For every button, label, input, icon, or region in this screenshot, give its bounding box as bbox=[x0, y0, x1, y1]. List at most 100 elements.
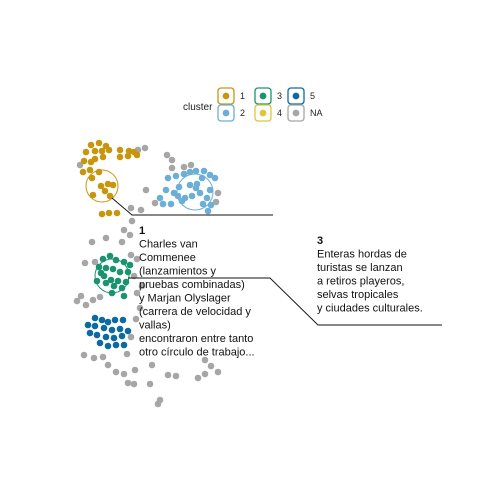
point-cluster-5-15 bbox=[118, 332, 126, 340]
point-cluster-2-10 bbox=[186, 181, 194, 189]
point-cluster-2-13 bbox=[162, 186, 170, 194]
point-cluster-1-26 bbox=[89, 191, 97, 199]
point-cluster-1-1 bbox=[95, 139, 103, 147]
point-cluster-na-20 bbox=[81, 259, 89, 267]
point-cluster-na-4 bbox=[168, 156, 176, 164]
point-cluster-na-45 bbox=[130, 380, 138, 388]
legend-label-5: 5 bbox=[310, 91, 315, 101]
point-cluster-3-2 bbox=[112, 256, 120, 264]
point-cluster-2-1 bbox=[172, 172, 180, 180]
point-cluster-1-29 bbox=[98, 210, 106, 218]
point-cluster-3-15 bbox=[102, 279, 110, 287]
point-cluster-na-36 bbox=[90, 354, 98, 362]
point-cluster-2-17 bbox=[174, 192, 182, 200]
highlight-circle-0 bbox=[85, 169, 119, 203]
point-cluster-na-15 bbox=[120, 226, 128, 234]
point-cluster-5-9 bbox=[116, 325, 124, 333]
point-cluster-5-6 bbox=[91, 322, 99, 330]
point-cluster-5-3 bbox=[111, 316, 119, 324]
point-cluster-1-24 bbox=[109, 181, 117, 189]
point-cluster-na-21 bbox=[91, 258, 99, 266]
annotation-1-number: 1 bbox=[139, 225, 145, 237]
point-cluster-na-5 bbox=[168, 164, 176, 172]
point-cluster-2-25 bbox=[204, 207, 212, 215]
point-cluster-5-11 bbox=[86, 329, 94, 337]
point-cluster-na-50 bbox=[146, 380, 154, 388]
point-cluster-1-25 bbox=[106, 192, 114, 200]
point-cluster-na-16 bbox=[126, 231, 134, 239]
point-cluster-1-15 bbox=[91, 155, 99, 163]
point-cluster-5-7 bbox=[100, 324, 108, 332]
point-cluster-na-17 bbox=[118, 238, 126, 246]
point-cluster-2-14 bbox=[156, 194, 164, 202]
point-cluster-2-22 bbox=[203, 194, 211, 202]
point-cluster-5-18 bbox=[112, 341, 120, 349]
point-cluster-na-40 bbox=[131, 366, 139, 374]
point-cluster-3-14 bbox=[110, 282, 118, 290]
point-cluster-na-3 bbox=[163, 151, 171, 159]
point-cluster-5-10 bbox=[124, 327, 132, 335]
point-cluster-na-34 bbox=[127, 333, 135, 341]
point-cluster-na-35 bbox=[80, 351, 88, 359]
point-cluster-1-20 bbox=[88, 174, 96, 182]
legend: cluster 1 2 3 4 5 NA bbox=[183, 87, 323, 122]
point-cluster-1-27 bbox=[105, 209, 113, 217]
point-cluster-2-19 bbox=[188, 192, 196, 200]
point-cluster-5-19 bbox=[120, 341, 128, 349]
point-cluster-na-54 bbox=[207, 362, 215, 370]
point-cluster-na-39 bbox=[123, 350, 131, 358]
annotation-3-line-3: selvas tropicales bbox=[317, 289, 399, 301]
legend-label-3: 3 bbox=[277, 91, 282, 101]
point-cluster-2-15 bbox=[159, 200, 167, 208]
legend-label-1: 1 bbox=[240, 91, 245, 101]
point-cluster-3-9 bbox=[124, 268, 132, 276]
point-cluster-1-6 bbox=[105, 146, 113, 154]
highlight-circle-2 bbox=[94, 258, 130, 294]
point-cluster-na-46 bbox=[164, 371, 172, 379]
point-cluster-na-41 bbox=[148, 361, 156, 369]
point-cluster-1-4 bbox=[91, 147, 99, 155]
point-cluster-5-16 bbox=[96, 339, 104, 347]
point-cluster-na-32 bbox=[136, 304, 144, 312]
point-cluster-1-5 bbox=[98, 147, 106, 155]
point-cluster-3-6 bbox=[102, 264, 110, 272]
scatter-points bbox=[73, 139, 222, 408]
point-cluster-na-25 bbox=[89, 296, 97, 304]
point-cluster-na-13 bbox=[214, 189, 222, 197]
point-cluster-na-33 bbox=[132, 315, 140, 323]
point-cluster-na-9 bbox=[142, 186, 150, 194]
point-cluster-5-2 bbox=[104, 318, 112, 326]
point-cluster-na-47 bbox=[172, 372, 180, 380]
point-cluster-na-28 bbox=[73, 297, 81, 305]
point-cluster-na-19 bbox=[88, 238, 96, 246]
point-cluster-1-10 bbox=[116, 153, 124, 161]
highlight-circle-1 bbox=[176, 173, 214, 211]
point-cluster-5-13 bbox=[102, 333, 110, 341]
point-cluster-2-26 bbox=[192, 184, 200, 192]
annotation-1-line-5: (carrera de velocidad y bbox=[139, 306, 251, 318]
legend-label-na: NA bbox=[310, 108, 323, 118]
point-cluster-2-4 bbox=[192, 167, 200, 175]
point-cluster-na-52 bbox=[154, 400, 162, 408]
point-cluster-na-11 bbox=[187, 161, 195, 169]
point-cluster-1-7 bbox=[116, 146, 124, 154]
point-cluster-2-6 bbox=[206, 171, 214, 179]
annotation-1-leader bbox=[111, 197, 273, 216]
point-cluster-1-17 bbox=[79, 168, 87, 176]
point-cluster-2-23 bbox=[207, 201, 215, 209]
point-cluster-na-49 bbox=[201, 370, 209, 378]
highlight-circles bbox=[85, 169, 214, 294]
point-cluster-5-4 bbox=[119, 316, 127, 324]
legend-dot-1 bbox=[222, 92, 230, 100]
point-cluster-5-0 bbox=[91, 314, 99, 322]
point-cluster-1-8 bbox=[125, 147, 133, 155]
point-cluster-2-16 bbox=[167, 200, 175, 208]
annotation-1-line-2: (lanzamientos y bbox=[139, 266, 217, 278]
point-cluster-na-6 bbox=[127, 204, 135, 212]
annotation-1-line-8: otro círculo de trabajo... bbox=[139, 347, 255, 359]
point-cluster-3-17 bbox=[97, 269, 105, 277]
annotation-3-line-0: Enteras hordas de bbox=[317, 249, 407, 261]
point-cluster-na-53 bbox=[201, 356, 209, 364]
annotation-1-line-7: encontraron entre tanto bbox=[139, 333, 253, 345]
